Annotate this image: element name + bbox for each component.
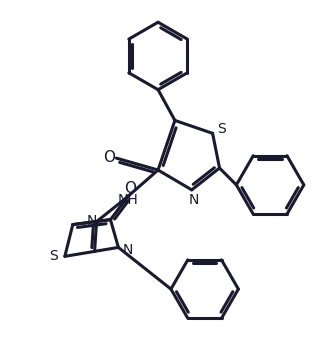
Text: O: O	[124, 181, 136, 196]
Text: N: N	[123, 243, 133, 258]
Text: S: S	[217, 122, 226, 136]
Text: N: N	[189, 193, 199, 207]
Text: NH: NH	[118, 193, 139, 207]
Text: S: S	[50, 249, 58, 263]
Text: O: O	[103, 150, 115, 165]
Text: N: N	[87, 214, 97, 228]
